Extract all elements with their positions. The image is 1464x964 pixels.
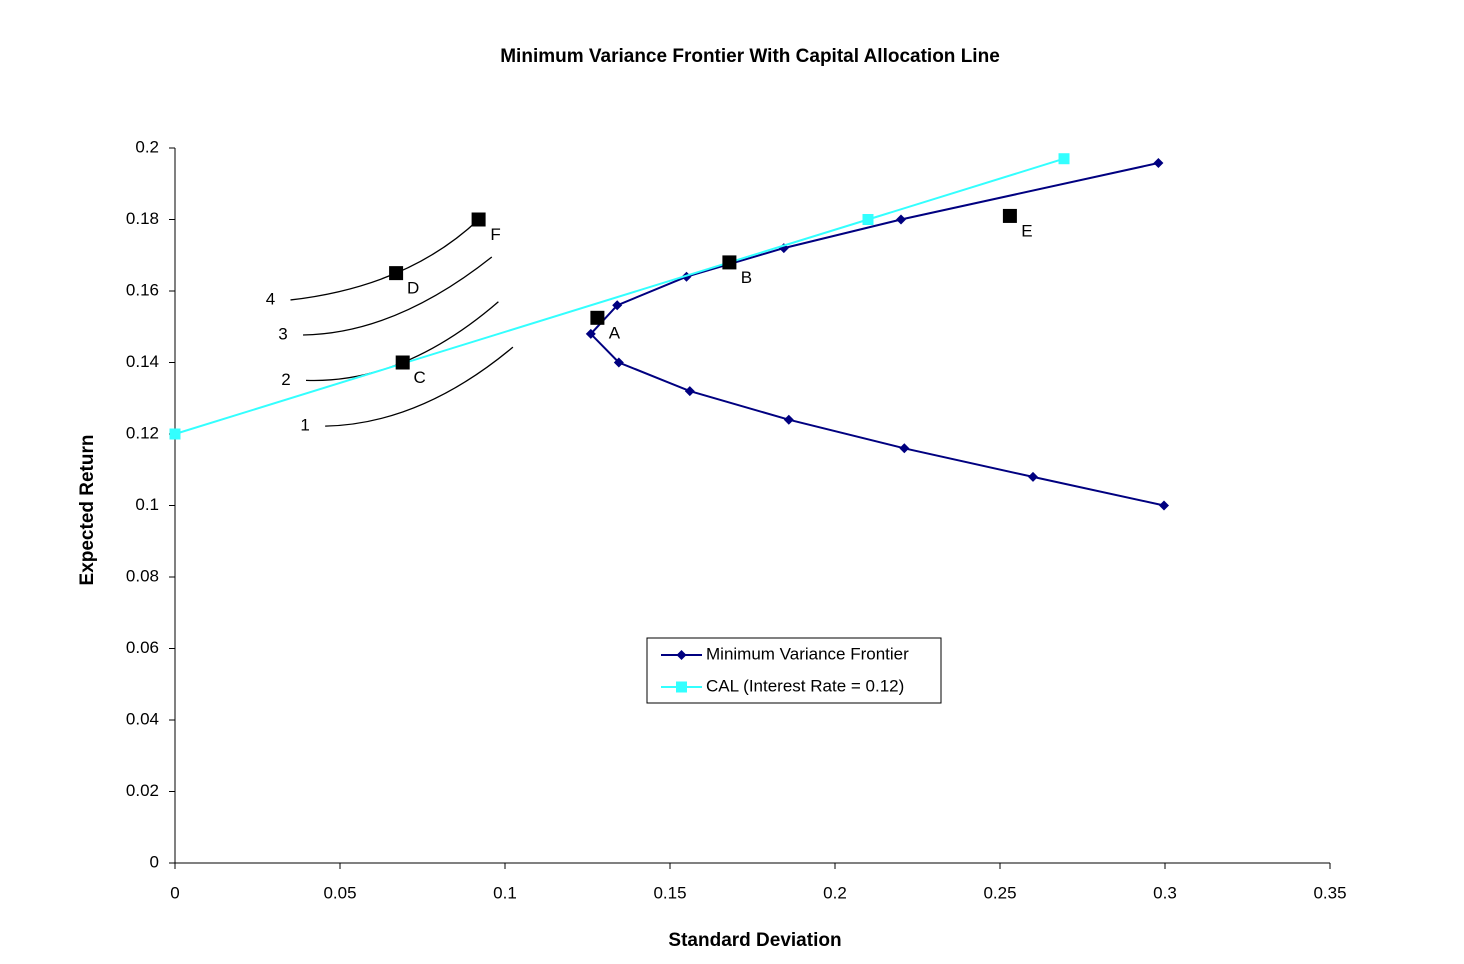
diamond-marker <box>899 443 910 454</box>
point-label: A <box>609 323 621 342</box>
curve-label: 1 <box>300 416 309 435</box>
legend-marker <box>676 650 687 660</box>
y-tick-label: 0.12 <box>126 423 159 442</box>
portfolio-point <box>722 255 737 270</box>
curve-label: 2 <box>281 370 290 389</box>
y-axis-label: Expected Return <box>77 435 98 586</box>
diamond-marker <box>1153 158 1164 169</box>
legend-marker <box>676 681 687 693</box>
x-tick-label: 0.15 <box>653 883 686 902</box>
y-tick-label: 0.2 <box>135 137 159 156</box>
portfolio-point <box>590 310 605 325</box>
y-tick-label: 0.14 <box>126 352 159 371</box>
x-tick-label: 0.35 <box>1313 883 1346 902</box>
diamond-marker <box>684 386 695 397</box>
point-label: D <box>407 279 419 298</box>
series-line <box>589 162 1165 507</box>
x-tick-label: 0.05 <box>323 883 356 902</box>
diamond-marker <box>1028 471 1038 482</box>
series-line <box>174 157 1065 435</box>
indifference-curve <box>303 256 493 336</box>
diamond-marker <box>613 357 624 368</box>
y-tick-label: 0.18 <box>126 209 159 228</box>
legend-box <box>646 637 942 704</box>
chart-title: Minimum Variance Frontier With Capital A… <box>500 46 1000 67</box>
curve-label: 3 <box>278 324 287 343</box>
y-tick-label: 0.06 <box>126 638 159 657</box>
point-label: B <box>741 268 752 287</box>
curve-label: 4 <box>266 289 275 308</box>
legend-label: Minimum Variance Frontier <box>706 644 909 663</box>
portfolio-point <box>471 212 486 227</box>
diamond-marker <box>783 414 794 425</box>
point-label: E <box>1021 221 1032 240</box>
square-marker <box>169 428 181 440</box>
square-marker <box>1058 153 1070 165</box>
x-tick-label: 0.2 <box>823 883 847 902</box>
y-tick-label: 0.08 <box>126 566 159 585</box>
diamond-marker <box>585 328 596 339</box>
diamond-marker <box>612 300 623 311</box>
portfolio-point <box>389 266 404 281</box>
portfolio-point <box>395 355 410 370</box>
x-axis-label: Standard Deviation <box>668 930 841 951</box>
square-marker <box>862 214 874 225</box>
y-tick-label: 0.16 <box>126 280 159 299</box>
legend: Minimum Variance Frontier CAL (Interest R… <box>646 637 942 704</box>
diamond-marker <box>896 214 906 225</box>
x-tick-label: 0 <box>170 883 179 902</box>
y-tick-label: 0.04 <box>126 709 159 728</box>
y-tick-label: 0.1 <box>135 495 159 514</box>
x-tick-label: 0.3 <box>1153 883 1177 902</box>
x-tick-label: 0.1 <box>493 883 517 902</box>
indifference-curve <box>290 219 480 301</box>
point-label: F <box>490 225 500 244</box>
point-label: C <box>414 368 426 387</box>
x-tick-label: 0.25 <box>983 883 1016 902</box>
diamond-marker <box>1159 500 1170 511</box>
portfolio-point <box>1002 208 1017 223</box>
y-tick-label: 0.02 <box>126 781 159 800</box>
y-tick-label: 0 <box>150 852 159 871</box>
indifference-curve <box>325 346 514 427</box>
legend-label: CAL (Interest Rate = 0.12) <box>706 676 904 695</box>
